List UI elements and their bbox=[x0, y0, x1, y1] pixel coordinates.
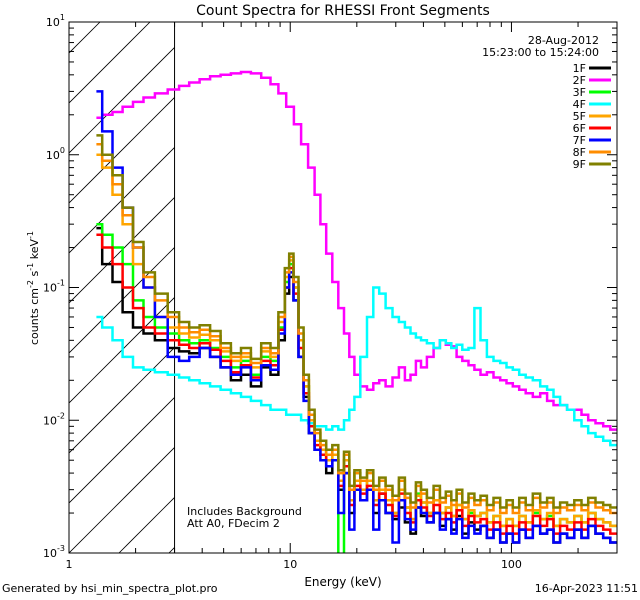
footer-generated-by: Generated by hsi_min_spectra_plot.pro bbox=[2, 582, 218, 595]
series-line-4F bbox=[96, 286, 617, 447]
y-tick-base: 10 bbox=[43, 282, 57, 295]
legend-label-2F: 2F bbox=[573, 74, 586, 87]
hatch-line bbox=[0, 0, 119, 553]
x-tick-label: 100 bbox=[501, 558, 522, 571]
series-line-2F bbox=[96, 70, 617, 431]
hatched-region bbox=[0, 0, 175, 553]
y-axis-label-exp1: -2 bbox=[26, 280, 35, 288]
legend-label-7F: 7F bbox=[573, 134, 586, 147]
hatch-line bbox=[0, 0, 19, 553]
hatch-line bbox=[69, 196, 175, 304]
legend-label-6F: 6F bbox=[573, 122, 586, 135]
legend-label-9F: 9F bbox=[573, 158, 586, 171]
x-axis-label: Energy (keV) bbox=[304, 575, 381, 589]
hatch-line bbox=[69, 296, 175, 404]
hatch-line bbox=[69, 146, 175, 254]
legend-label-1F: 1F bbox=[573, 62, 586, 75]
y-axis-label-main: counts cm bbox=[28, 288, 41, 345]
chart-title: Count Spectra for RHESSI Front Segments bbox=[196, 3, 490, 19]
y-tick-label: 10-2 bbox=[43, 411, 65, 427]
hatch-line bbox=[168, 546, 175, 553]
hatch-line bbox=[69, 446, 175, 553]
x-tick-label: 1 bbox=[66, 558, 73, 571]
hatch-line bbox=[69, 246, 175, 354]
legend-label-3F: 3F bbox=[573, 86, 586, 99]
hatch-line bbox=[69, 396, 175, 504]
y-tick-label: 100 bbox=[46, 146, 65, 162]
y-tick-exponent: -1 bbox=[57, 279, 65, 288]
footer-timestamp: 16-Apr-2023 11:51 bbox=[534, 582, 638, 595]
annotation-background: Includes Background bbox=[187, 505, 302, 518]
y-tick-base: 10 bbox=[46, 149, 60, 162]
y-tick-base: 10 bbox=[43, 547, 57, 560]
y-tick-label: 10-3 bbox=[43, 544, 65, 560]
series-line-9F bbox=[96, 134, 617, 509]
series-lines bbox=[96, 70, 617, 553]
y-axis-label-exp2: -1 bbox=[26, 263, 35, 271]
time-range-label: 15:23:00 to 15:24:00 bbox=[482, 46, 599, 59]
y-axis-label-exp3: -1 bbox=[26, 231, 35, 239]
y-tick-label: 101 bbox=[46, 13, 65, 29]
y-tick-exponent: -3 bbox=[57, 544, 65, 553]
series-line-8F bbox=[96, 142, 617, 515]
y-tick-exponent: 0 bbox=[60, 146, 65, 155]
legend-label-4F: 4F bbox=[573, 98, 586, 111]
y-tick-exponent: -2 bbox=[57, 411, 65, 420]
y-tick-label: 10-1 bbox=[43, 279, 65, 295]
x-tick-label: 10 bbox=[283, 558, 297, 571]
annotation-attenuator: Att A0, FDecim 2 bbox=[187, 517, 280, 530]
date-label: 28-Aug-2012 bbox=[528, 34, 599, 47]
y-axis-label-mid: s bbox=[28, 270, 41, 279]
y-axis-label-end: keV bbox=[28, 239, 41, 263]
x-axis-ticks: 1 10 100 bbox=[66, 22, 618, 571]
hatch-line bbox=[69, 22, 151, 104]
series-line-7F bbox=[96, 90, 617, 544]
legend-label-8F: 8F bbox=[573, 146, 586, 159]
y-tick-base: 10 bbox=[46, 16, 60, 29]
y-axis-label: counts cm-2 s-1 keV-1 bbox=[26, 231, 41, 345]
y-tick-base: 10 bbox=[43, 414, 57, 427]
legend-label-5F: 5F bbox=[573, 110, 586, 123]
hatch-line bbox=[69, 46, 175, 154]
y-tick-exponent: 1 bbox=[60, 13, 65, 22]
